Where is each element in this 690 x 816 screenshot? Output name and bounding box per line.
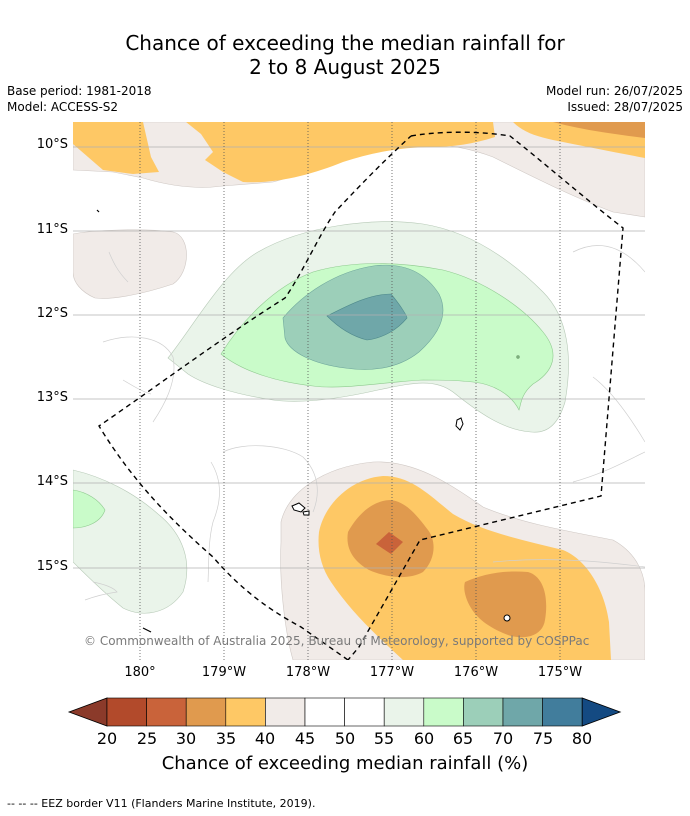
model-run: Model run: 26/07/2025 [545,84,683,98]
colorbar [67,697,622,727]
copyright-notice: © Commonwealth of Australia 2025, Bureau… [84,634,590,648]
colorbar-tick: 55 [373,729,395,748]
colorbar-under-arrow [67,697,108,727]
title-line-2: 2 to 8 August 2025 [249,55,441,79]
colorbar-segment [542,697,583,727]
colorbar-tick: 25 [136,729,158,748]
colorbar-segment [463,697,504,727]
model-name: Model: ACCESS-S2 [7,100,119,114]
colorbar-segment [304,697,345,727]
island-southwest [291,502,306,513]
lon-label: 175°W [537,665,583,680]
lat-label: 11°S [36,222,68,237]
lat-label: 15°S [36,559,68,574]
eez-border-fragment [142,627,152,633]
neutral-contour-lines [84,245,645,601]
colorbar-tick: 80 [571,729,593,748]
lon-label: 180° [124,665,156,680]
lon-label: 178°W [285,665,331,680]
rainfall-map [73,122,645,660]
contour-left-40-45 [73,229,187,299]
contour-top-30-35-right [553,122,645,138]
colorbar-tick: 70 [492,729,514,748]
contour-top-35-40-left [73,122,159,174]
colorbar-segment [265,697,306,727]
eez-legend-note: -- -- -- EEZ border V11 (Flanders Marine… [7,797,316,810]
colorbar-segment [502,697,543,727]
lon-label: 176°W [453,665,499,680]
colorbar-segment [383,697,425,727]
island-southwest-small [302,510,310,516]
title-line-1: Chance of exceeding the median rainfall … [125,31,565,55]
contour-south-30-35-b [464,571,547,638]
island-southeast [503,614,511,622]
colorbar-tick: 45 [294,729,316,748]
contour-left-60-65 [73,489,106,529]
colorbar-segment [225,697,266,727]
base-period: Base period: 1981-2018 [7,84,152,98]
map-canvas [73,122,645,660]
colorbar-tick: 30 [175,729,197,748]
colorbar-over-arrow [581,697,622,727]
contour-center-70-75 [326,293,408,341]
colorbar-tick: 65 [452,729,474,748]
colorbar-segment [106,697,147,727]
lat-label: 10°S [36,137,68,152]
islands [291,355,520,622]
eez-border-tick [96,209,100,213]
colorbar-tick: 50 [334,729,356,748]
island-east [455,417,464,431]
colorbar-segment [344,697,385,727]
contour-top-35-40-mid [186,122,495,183]
lat-label: 14°S [36,474,68,489]
lat-label: 13°S [36,390,68,405]
lat-label: 12°S [36,306,68,321]
island-east-dot [516,355,520,359]
eez-border [98,131,624,660]
colorbar-tick: 75 [532,729,554,748]
issued-date: Issued: 28/07/2025 [567,100,683,114]
colorbar-segment [185,697,227,727]
lon-label: 177°W [369,665,415,680]
lon-label: 179°W [201,665,247,680]
colorbar-label: Chance of exceeding median rainfall (%) [161,753,529,774]
colorbar-tick: 35 [215,729,237,748]
colorbar-segment [146,697,187,727]
colorbar-tick: 20 [96,729,118,748]
colorbar-segment [423,697,464,727]
graticule [73,122,645,660]
colorbar-tick: 60 [413,729,435,748]
colorbar-tick: 40 [254,729,276,748]
contour-south-25-30 [376,532,403,554]
